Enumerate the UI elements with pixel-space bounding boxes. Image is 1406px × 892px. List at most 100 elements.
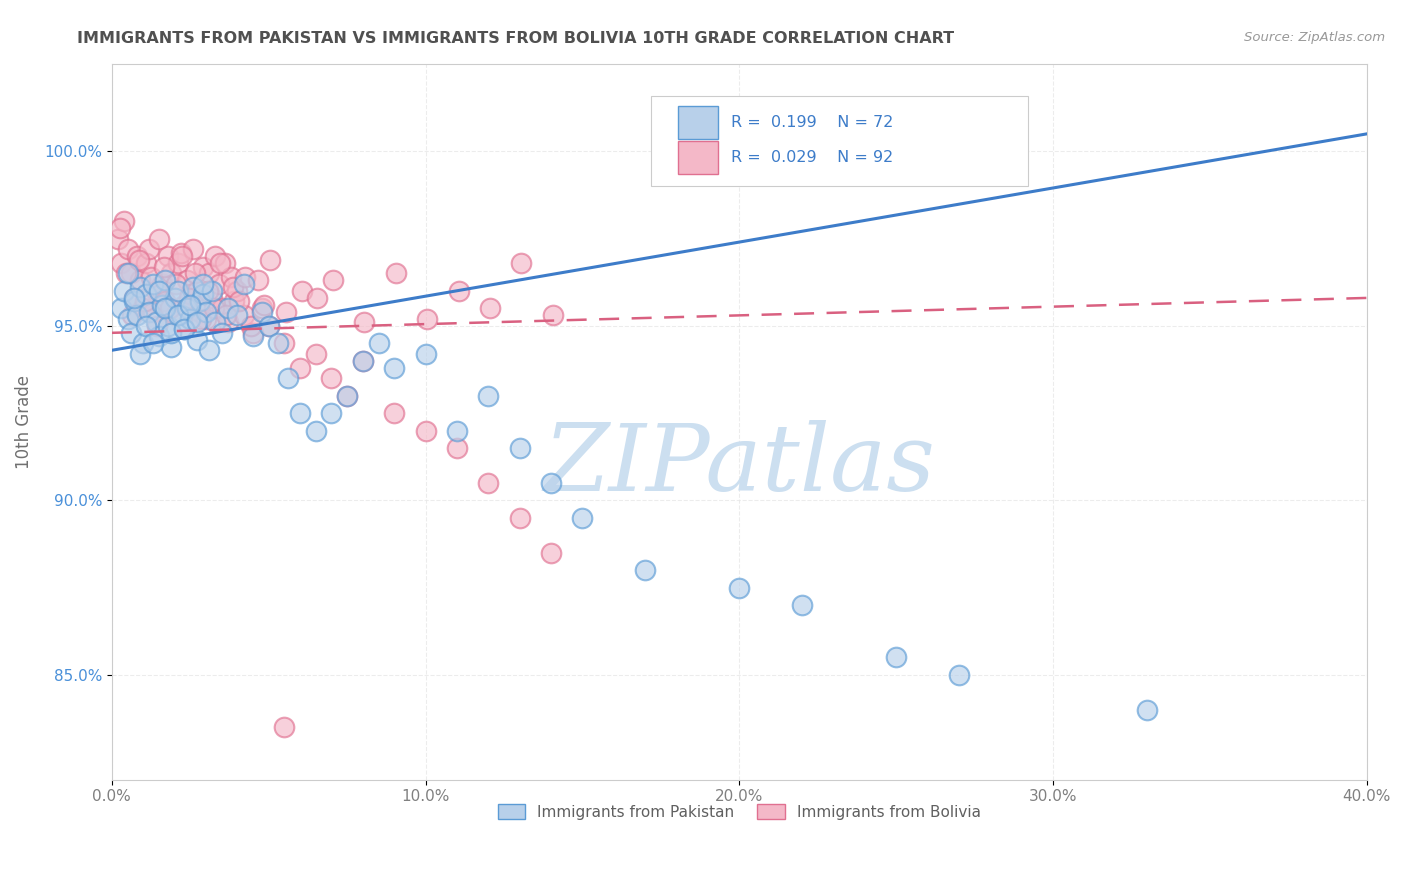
- Point: [211, 326, 233, 340]
- Point: [176, 273, 198, 287]
- Point: [142, 336, 165, 351]
- Point: [415, 347, 437, 361]
- Point: [267, 336, 290, 351]
- Point: [198, 343, 221, 358]
- Point: [252, 301, 274, 316]
- Point: [135, 256, 157, 270]
- Point: [172, 249, 194, 263]
- Point: [183, 280, 205, 294]
- Point: [153, 301, 176, 316]
- Text: R =  0.199    N = 72: R = 0.199 N = 72: [731, 115, 893, 130]
- Point: [125, 249, 148, 263]
- Point: [305, 347, 328, 361]
- Point: [188, 294, 211, 309]
- Point: [322, 273, 344, 287]
- Point: [226, 309, 249, 323]
- Point: [184, 267, 207, 281]
- Point: [291, 284, 314, 298]
- Point: [219, 270, 242, 285]
- Point: [252, 305, 274, 319]
- Point: [166, 284, 188, 298]
- Point: [274, 305, 297, 319]
- Point: [446, 441, 468, 455]
- Point: [135, 287, 157, 301]
- Point: [159, 301, 181, 316]
- Point: [384, 267, 406, 281]
- Point: [142, 277, 165, 291]
- Point: [191, 277, 214, 291]
- Point: [382, 360, 405, 375]
- Point: [259, 252, 281, 267]
- Point: [177, 291, 200, 305]
- Text: Source: ZipAtlas.com: Source: ZipAtlas.com: [1244, 31, 1385, 45]
- Point: [790, 598, 813, 612]
- Point: [1136, 703, 1159, 717]
- Point: [122, 291, 145, 305]
- Y-axis label: 10th Grade: 10th Grade: [15, 375, 32, 469]
- Point: [170, 309, 193, 323]
- Point: [948, 668, 970, 682]
- Point: [173, 322, 195, 336]
- Point: [336, 389, 359, 403]
- Point: [191, 287, 214, 301]
- Point: [132, 301, 155, 316]
- FancyBboxPatch shape: [678, 141, 718, 174]
- Point: [191, 260, 214, 274]
- Point: [152, 260, 174, 274]
- Point: [226, 284, 249, 298]
- Point: [207, 277, 229, 291]
- FancyBboxPatch shape: [678, 106, 718, 139]
- Point: [273, 720, 295, 734]
- Point: [198, 267, 221, 281]
- Point: [121, 309, 143, 323]
- Point: [122, 291, 145, 305]
- Point: [163, 309, 186, 323]
- Point: [179, 298, 201, 312]
- Point: [139, 270, 162, 285]
- Point: [153, 273, 176, 287]
- Point: [228, 294, 250, 309]
- Point: [112, 214, 135, 228]
- Point: [224, 294, 246, 309]
- Point: [148, 284, 170, 298]
- Point: [157, 249, 180, 263]
- Point: [138, 242, 160, 256]
- Point: [107, 231, 129, 245]
- Point: [253, 298, 276, 312]
- Point: [142, 305, 165, 319]
- Point: [117, 242, 139, 256]
- Point: [634, 563, 657, 577]
- Point: [179, 311, 201, 326]
- Point: [129, 347, 152, 361]
- Point: [117, 311, 139, 326]
- Point: [129, 273, 152, 287]
- Point: [190, 311, 212, 326]
- Point: [188, 305, 211, 319]
- Point: [446, 424, 468, 438]
- Point: [186, 284, 208, 298]
- Point: [509, 511, 531, 525]
- Point: [150, 277, 173, 291]
- Point: [321, 371, 343, 385]
- Point: [382, 406, 405, 420]
- Point: [202, 301, 225, 316]
- Point: [233, 270, 256, 285]
- Point: [176, 301, 198, 316]
- Text: R =  0.029    N = 92: R = 0.029 N = 92: [731, 150, 893, 165]
- Point: [352, 353, 374, 368]
- Point: [288, 406, 311, 420]
- Point: [122, 294, 145, 309]
- Point: [110, 301, 132, 316]
- Point: [232, 277, 254, 291]
- Point: [128, 252, 150, 267]
- Point: [288, 360, 311, 375]
- Point: [201, 284, 224, 298]
- Point: [120, 267, 142, 281]
- Point: [571, 511, 593, 525]
- Point: [145, 284, 167, 298]
- Point: [129, 280, 152, 294]
- Point: [194, 311, 217, 326]
- Point: [242, 329, 264, 343]
- Point: [160, 340, 183, 354]
- Point: [146, 318, 169, 333]
